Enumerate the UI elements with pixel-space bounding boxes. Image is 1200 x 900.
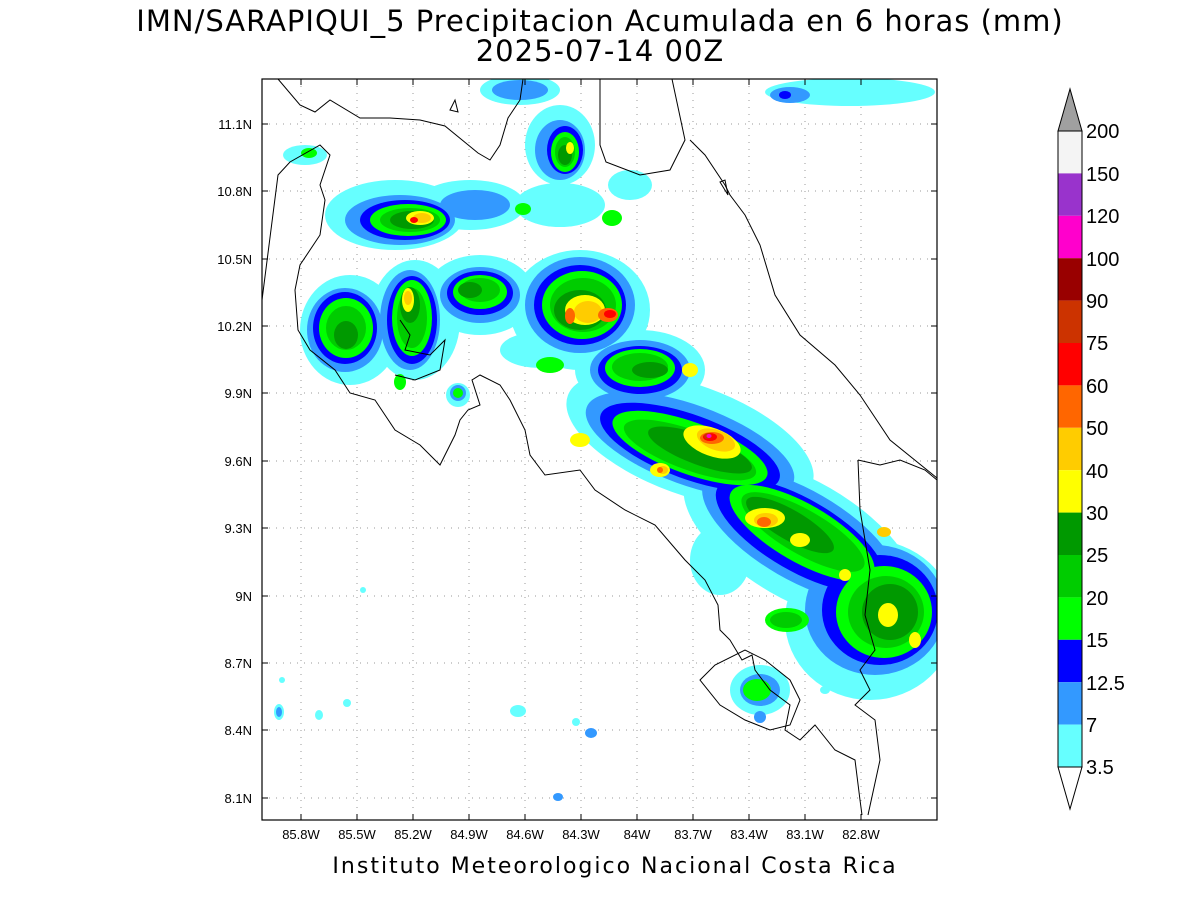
lon-label: 84.3W [562, 827, 600, 842]
lat-label: 9.9N [225, 386, 252, 401]
colorbar-swatch-90 [1058, 258, 1082, 301]
lon-label: 83.1W [786, 827, 824, 842]
colorbar-swatch-100 [1058, 215, 1082, 259]
lat-label: 10.2N [217, 319, 252, 334]
lat-axis-labels: 11.1N 10.8N 10.5N 10.2N 9.9N 9.6N 9.3N 9… [217, 117, 252, 806]
lat-label: 10.8N [217, 184, 252, 199]
colorbar-frame [1057, 130, 1083, 768]
colorbar-label: 60 [1086, 376, 1108, 398]
colorbar-label: 7 [1086, 715, 1097, 737]
colorbar-label: 3.5 [1086, 757, 1114, 779]
colorbar-swatch-75 [1058, 300, 1082, 343]
colorbar-swatch-120 [1058, 173, 1082, 216]
lat-label: 11.1N [218, 117, 252, 132]
lon-label: 85.8W [282, 827, 320, 842]
colorbar: 200 150 120 100 90 75 60 50 40 30 25 20 … [1057, 87, 1125, 811]
colorbar-label: 75 [1086, 333, 1108, 355]
colorbar-label: 120 [1086, 206, 1119, 228]
colorbar-swatch-7 [1058, 682, 1082, 725]
lon-label: 84W [624, 827, 651, 842]
colorbar-label: 20 [1086, 588, 1108, 610]
lon-label: 83.7W [674, 827, 712, 842]
coastlines [262, 79, 937, 816]
lat-label: 9.6N [225, 454, 252, 469]
colorbar-swatch-3-5 [1058, 724, 1082, 767]
lat-label: 10.5N [217, 252, 252, 267]
map-title: IMN/SARAPIQUI_5 Precipitacion Acumulada … [136, 4, 1064, 38]
colorbar-label: 15 [1086, 630, 1108, 652]
lat-label: 8.7N [225, 656, 252, 671]
lon-label: 83.4W [730, 827, 768, 842]
colorbar-label: 150 [1086, 164, 1119, 186]
colorbar-swatch-30 [1058, 470, 1082, 513]
lon-label: 82.8W [842, 827, 880, 842]
lon-axis-labels: 85.8W 85.5W 85.2W 84.9W 84.6W 84.3W 84W … [282, 827, 880, 842]
colorbar-under-triangle [1057, 766, 1083, 811]
colorbar-label: 200 [1086, 121, 1119, 143]
lat-label: 9.3N [225, 521, 252, 536]
map-canvas [262, 79, 937, 820]
colorbar-swatch-40 [1058, 427, 1082, 471]
lat-ticks [262, 123, 937, 799]
colorbar-swatch-25 [1058, 512, 1082, 555]
colorbar-swatch-50 [1058, 385, 1082, 428]
lon-label: 85.2W [394, 827, 432, 842]
colorbar-label: 50 [1086, 418, 1108, 440]
colorbar-swatch-15 [1058, 597, 1082, 640]
colorbar-label: 90 [1086, 291, 1108, 313]
footer-credit: Instituto Meteorologico Nacional Costa R… [332, 854, 898, 879]
colorbar-label: 100 [1086, 249, 1119, 271]
lon-label: 84.9W [450, 827, 488, 842]
colorbar-swatch-20 [1058, 555, 1082, 598]
colorbar-over-triangle [1057, 87, 1083, 132]
precip-100mm [706, 434, 712, 438]
colorbar-swatch-12-5 [1058, 639, 1082, 683]
colorbar-swatch-150 [1058, 131, 1082, 174]
lon-label: 85.5W [338, 827, 376, 842]
colorbar-swatch-60 [1058, 343, 1082, 386]
colorbar-label: 25 [1086, 545, 1108, 567]
lon-ticks [300, 79, 862, 820]
lon-label: 84.6W [506, 827, 544, 842]
colorbar-label: 12.5 [1086, 673, 1125, 695]
lat-label: 9N [235, 589, 252, 604]
lat-label: 8.4N [225, 723, 252, 738]
precip-small-cells [274, 587, 830, 801]
map-frame [261, 78, 938, 821]
map-date: 2025-07-14 00Z [475, 34, 725, 68]
lat-label: 8.1N [225, 791, 252, 806]
colorbar-label: 40 [1086, 461, 1108, 483]
precipitation-field [274, 79, 937, 801]
colorbar-label: 30 [1086, 503, 1108, 525]
